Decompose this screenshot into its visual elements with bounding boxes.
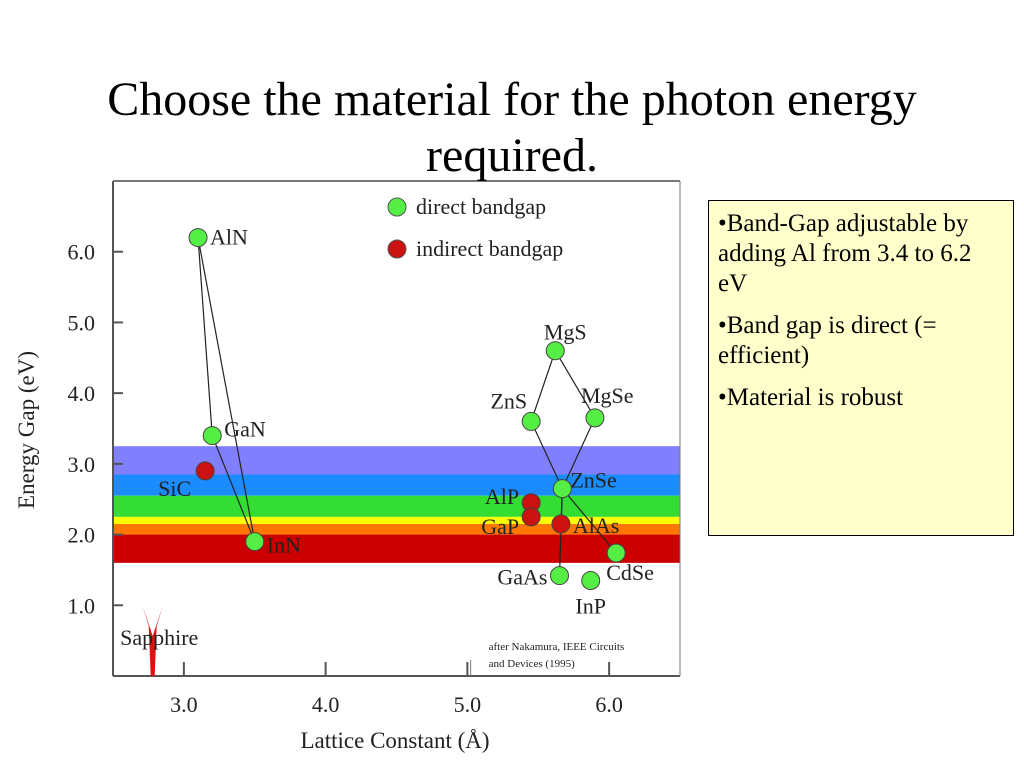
x-tick-label: 4.0 [312,692,340,717]
connection-line [197,237,213,436]
point-inp [581,571,601,591]
sapphire-label: Sapphire [120,625,198,650]
point-mgse [585,408,605,428]
x-tick-label: 3.0 [170,692,198,717]
spectrum-band [113,474,680,496]
point-inn [245,532,265,552]
point-alas [551,514,571,534]
point-mgs [545,341,565,361]
y-tick-label: 6.0 [68,240,96,265]
connection-line [197,237,256,542]
y-tick-label: 2.0 [68,523,96,548]
point-label-mgs: MgS [544,320,587,345]
connection-line [561,488,617,554]
point-label-inn: InN [267,533,301,558]
spectrum-band [113,516,680,524]
y-tick-label: 1.0 [68,593,96,618]
sapphire-marker [142,606,163,676]
connection-line [211,435,256,542]
y-tick-label: 5.0 [68,310,96,335]
y-tick-label: 3.0 [68,452,96,477]
x-axis-label: Lattice Constant (Å) [300,728,489,753]
point-label-gaas: GaAs [497,565,547,590]
connection-line [554,350,596,419]
legend-label: indirect bandgap [416,236,563,261]
y-axis-label: Energy Gap (eV) [14,351,39,509]
point-label-mgse: MgSe [581,383,634,408]
point-cdse [606,543,626,563]
point-znse [552,479,572,499]
spectrum-band [113,534,680,563]
info-box: •Band-Gap adjustable by adding Al from 3… [708,200,1014,536]
point-label-gap: GaP [481,514,519,539]
point-label-alp: AlP [485,484,519,509]
legend-label: direct bandgap [416,194,546,219]
point-zns [521,411,541,431]
legend-marker [387,239,407,259]
point-label-znse: ZnSe [570,468,616,493]
connection-line [530,421,563,489]
connection-line [561,417,596,489]
spectrum-band [113,523,680,535]
credit-line-2: and Devices (1995) [489,658,575,670]
x-tick-label: 6.0 [595,692,623,717]
info-bullet: •Material is robust [718,384,904,411]
point-label-sic: SiC [158,476,191,501]
point-sic [195,461,215,481]
point-label-zns: ZnS [490,388,527,413]
info-bullet: •Band gap is direct (= efficient) [718,312,937,369]
point-gap [521,507,541,527]
connection-line [530,350,556,422]
info-bullet: •Band-Gap adjustable by adding Al from 3… [718,210,972,297]
point-gan [202,426,222,446]
point-gaas [550,566,570,586]
point-label-cdse: CdSe [606,560,654,585]
legend-marker [387,197,407,217]
point-label-aln: AlN [210,225,248,250]
point-label-inp: InP [575,594,606,619]
point-label-alas: AlAs [573,513,619,538]
point-label-gan: GaN [224,417,266,442]
credit-line-1: after Nakamura, IEEE Circuits [489,641,625,653]
slide-title: Choose the material for the photon energ… [107,73,917,182]
y-tick-label: 4.0 [68,381,96,406]
point-aln [188,228,208,248]
x-tick-label: 5.0 [454,692,482,717]
